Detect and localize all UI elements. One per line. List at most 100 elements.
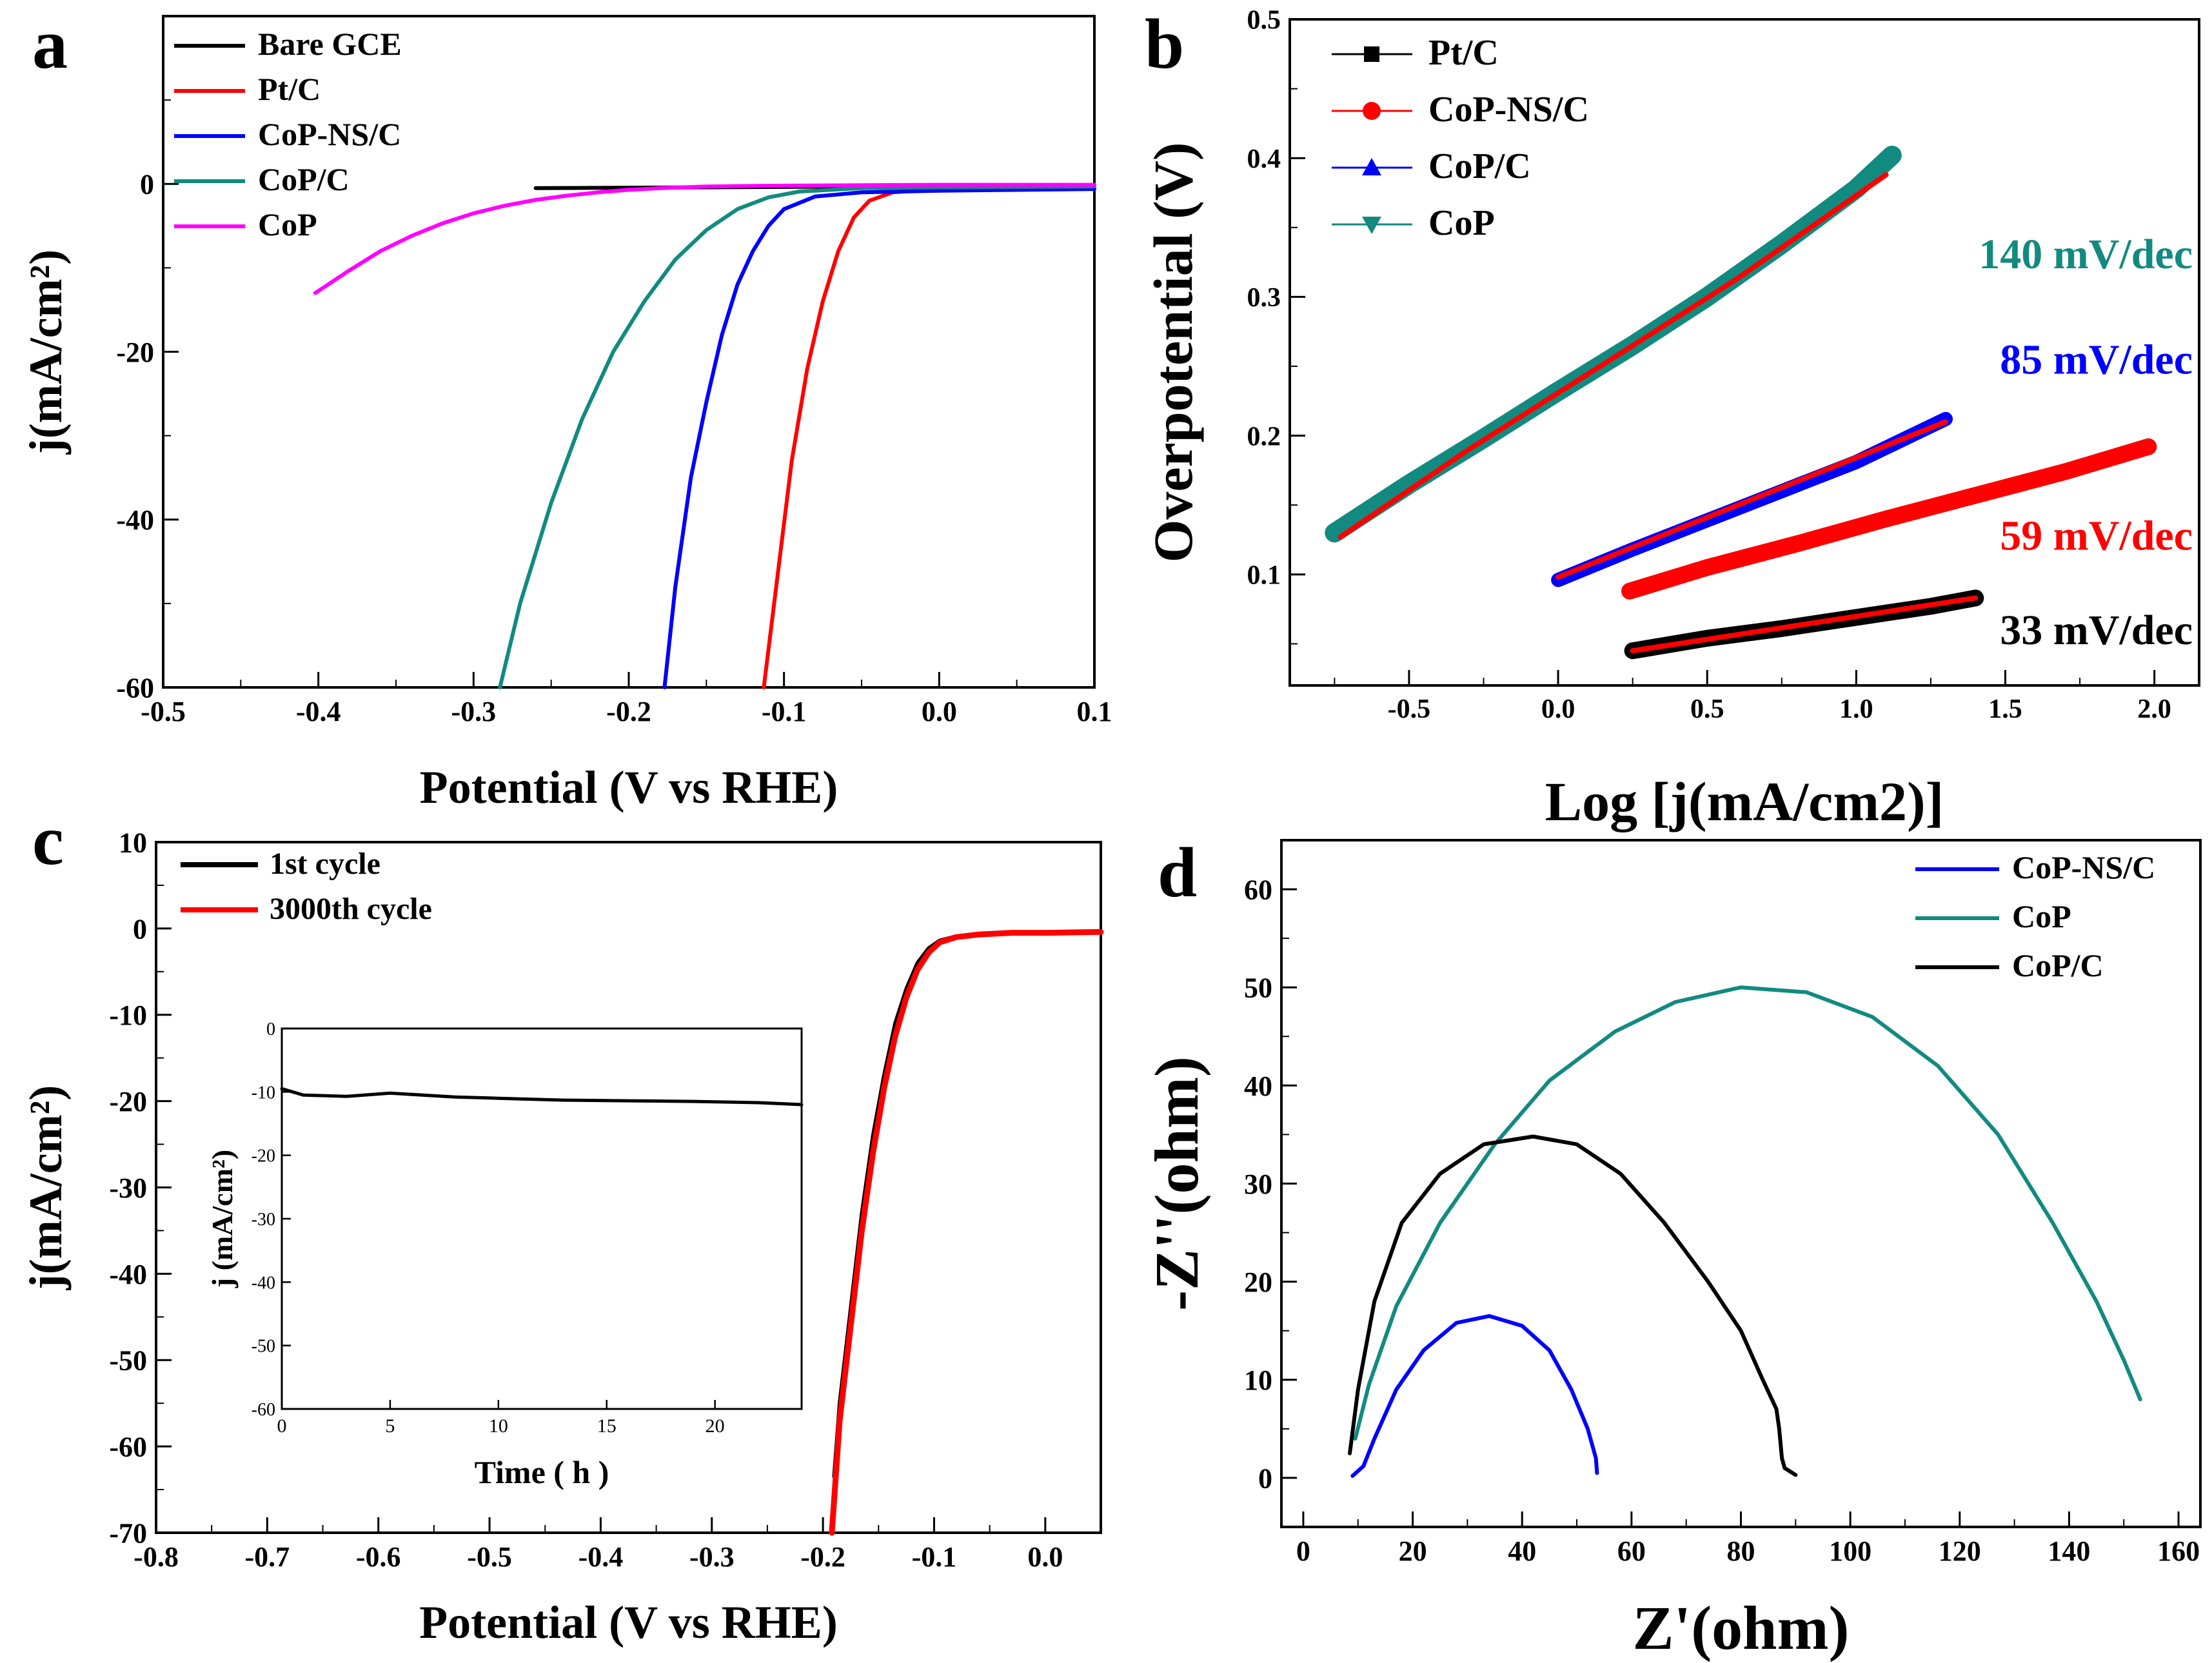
panel-c-inset-frame <box>281 1027 803 1410</box>
panel-c-y-axis-title: j(mA/cm²) <box>20 1085 72 1290</box>
panel-c-inset-y-tick-label: -20 <box>252 1146 275 1166</box>
panel-a-x-tick-label: -0.2 <box>606 696 651 727</box>
panel-d-x-tick-label: 100 <box>1829 1535 1871 1567</box>
panel-c-inset-x-tick-label: 10 <box>489 1415 508 1437</box>
panel-label-b: b <box>1145 5 1184 83</box>
panel-d-line-cop-c <box>1348 1134 1798 1477</box>
panel-b-y-tick-label: 0.5 <box>1247 6 1281 35</box>
panel-c-inset-y-axis-title: j (mA/cm²) <box>206 1150 239 1288</box>
panel-d-y-tick-label: 20 <box>1244 1266 1272 1298</box>
panel-b-chart: -0.5 0.0 0.5 1.0 1.5 2.0 0.1 0.2 0.3 0.4 0.5 140 mV… <box>1142 6 2200 832</box>
panel-a-x-axis-title: Potential (V vs RHE) <box>420 762 838 813</box>
panel-c-inset-y-tick-label: -60 <box>252 1400 275 1420</box>
panel-c-inset-x-tick-label: 20 <box>706 1415 725 1437</box>
panel-d-y-tick-label: 10 <box>1244 1364 1272 1396</box>
panel-c-x-tick-label: 0.0 <box>1027 1541 1063 1573</box>
panel-a-x-tick-label: 0.1 <box>1077 696 1112 727</box>
panel-c-x-tick-label: -0.1 <box>912 1541 957 1573</box>
panel-a-x-tick-label: -0.1 <box>762 696 807 727</box>
panel-b-y-axis-title: Overpotential (V) <box>1142 142 1204 562</box>
panel-c-legend-label-3000th-cycle: 3000th cycle <box>270 892 432 926</box>
panel-c-line-3000th-cycle <box>829 929 1104 1536</box>
panel-c-inset-y-tick-label: -50 <box>252 1337 275 1357</box>
panel-c-x-tick-label: -0.5 <box>467 1541 512 1573</box>
panel-b-fit-line-pt-c <box>1630 595 1979 654</box>
panel-c-inset-line <box>280 1087 804 1107</box>
panel-d-y-tick-label: 50 <box>1244 972 1272 1004</box>
panel-d-y-tick-label: 60 <box>1244 874 1272 905</box>
panel-d-x-tick-label: 120 <box>1939 1535 1981 1567</box>
panel-b-legend-marker-triangle-down <box>1362 217 1381 234</box>
panel-d-x-tick-label: 40 <box>1508 1535 1536 1567</box>
panel-b-slope-label-3: 33 mV/dec <box>2000 607 2193 654</box>
panel-b-fit-line-cop-c <box>1555 419 1948 580</box>
panel-a-line-cop-c <box>498 184 1096 689</box>
panel-b-x-tick-label: 2.0 <box>2137 694 2171 724</box>
panel-d-line-cop <box>1353 985 2142 1441</box>
panel-d-x-tick-label: 160 <box>2157 1535 2200 1567</box>
panel-c-y-tick-label: -60 <box>109 1432 147 1463</box>
panel-b-y-tick-label: 0.1 <box>1247 561 1281 591</box>
panel-c-y-tick-label: -40 <box>109 1259 147 1290</box>
panel-c-x-tick-label: -0.4 <box>578 1541 624 1573</box>
panel-d-legend-label-cop-ns-c: CoP-NS/C <box>2012 849 2155 885</box>
panel-b-slope-label-0: 140 mV/dec <box>1979 231 2193 278</box>
panel-d-y-tick-label: 0 <box>1258 1462 1272 1494</box>
panel-d-x-tick-label: 140 <box>2048 1535 2090 1567</box>
panel-b-legend-marker-circle <box>1363 102 1381 120</box>
panel-b-y-tick-label: 0.4 <box>1247 144 1281 174</box>
panel-d-x-axis-title: Z'(ohm) <box>1633 1593 1850 1662</box>
panel-c-inset-x-tick-label: 0 <box>277 1415 287 1437</box>
panel-c-legend-label-1st-cycle: 1st cycle <box>270 847 380 881</box>
panel-c-x-tick-label: -0.7 <box>245 1541 290 1573</box>
panel-c-y-tick-label: -10 <box>109 999 147 1031</box>
panel-b-slope-label-2: 59 mV/dec <box>2000 513 2193 560</box>
panel-b-x-tick-label: -0.5 <box>1388 694 1431 724</box>
panel-c-inset-x-tick-label: 15 <box>597 1415 617 1437</box>
panel-c-y-tick-label: -20 <box>109 1086 147 1117</box>
panel-a-y-tick-label: -60 <box>116 672 154 704</box>
panel-a-x-tick-label: 0.0 <box>922 696 957 727</box>
panel-a-line-cop-ns-c <box>662 187 1096 689</box>
panel-c-y-tick-label: 0 <box>133 913 147 945</box>
panel-b-legend-label-pt-c: Pt/C <box>1428 33 1499 73</box>
panel-a-line-pt-c <box>762 184 1096 689</box>
panel-b-y-tick-label: 0.3 <box>1247 283 1281 313</box>
panel-a-legend-label-cop-ns-c: CoP-NS/C <box>258 116 401 152</box>
panel-d-x-tick-label: 60 <box>1617 1535 1646 1567</box>
panel-a-y-tick-label: 0 <box>140 169 154 201</box>
panel-a-x-tick-label: -0.5 <box>141 696 186 727</box>
panel-b-slope-label-1: 85 mV/dec <box>2000 336 2193 383</box>
panel-a-legend-label-pt-c: Pt/C <box>258 71 321 107</box>
panel-c-x-axis-title: Potential (V vs RHE) <box>419 1597 838 1648</box>
panel-d-x-tick-label: 20 <box>1399 1535 1427 1567</box>
panel-b-legend-marker-triangle-up <box>1362 158 1381 175</box>
panel-c-x-tick-label: -0.2 <box>800 1541 845 1573</box>
panel-b-x-tick-label: 0.0 <box>1541 694 1575 724</box>
panel-a-chart: -0.5 -0.4 -0.3 -0.2 -0.1 0.0 0.1 -60 -40 -20 0 Bare… <box>20 15 1112 813</box>
panel-a-legend-label-cop: CoP <box>258 206 317 242</box>
panel-b-legend-marker-square <box>1364 46 1379 62</box>
panel-b-x-tick-label: 1.0 <box>1839 694 1873 724</box>
panel-c-y-tick-label: -30 <box>109 1172 147 1204</box>
panel-label-a: a <box>32 5 68 83</box>
panel-c-x-tick-label: -0.6 <box>356 1541 401 1573</box>
panel-a-y-tick-label: -40 <box>116 504 154 536</box>
panel-c-inset-y-tick-label: 0 <box>266 1019 275 1039</box>
panel-d-x-tick-label: 80 <box>1727 1535 1755 1567</box>
panel-c-x-tick-label: -0.8 <box>133 1541 179 1573</box>
panel-b-y-tick-label: 0.2 <box>1247 422 1281 451</box>
panel-b-legend-label-cop-c: CoP/C <box>1428 146 1531 186</box>
panel-d-legend-label-cop-c: CoP/C <box>2012 947 2104 983</box>
panel-a-y-axis-title: j(mA/cm²) <box>20 250 72 455</box>
panel-d-line-cop-ns-c <box>1350 1314 1599 1478</box>
panel-b-x-tick-label: 1.5 <box>1988 694 2022 724</box>
panel-d-frame <box>1280 839 2202 1528</box>
panel-c-inset-y-tick-label: -40 <box>252 1273 275 1293</box>
panel-a-legend-label-cop-c: CoP/C <box>258 161 350 197</box>
panel-c-y-tick-label: 10 <box>119 827 147 858</box>
panel-d-y-axis-title: -Z''(ohm) <box>1142 1056 1211 1311</box>
panel-label-c: c <box>32 801 64 880</box>
panel-b-legend-label-cop-ns-c: CoP-NS/C <box>1428 90 1589 130</box>
panel-c-y-tick-label: -50 <box>109 1345 147 1377</box>
